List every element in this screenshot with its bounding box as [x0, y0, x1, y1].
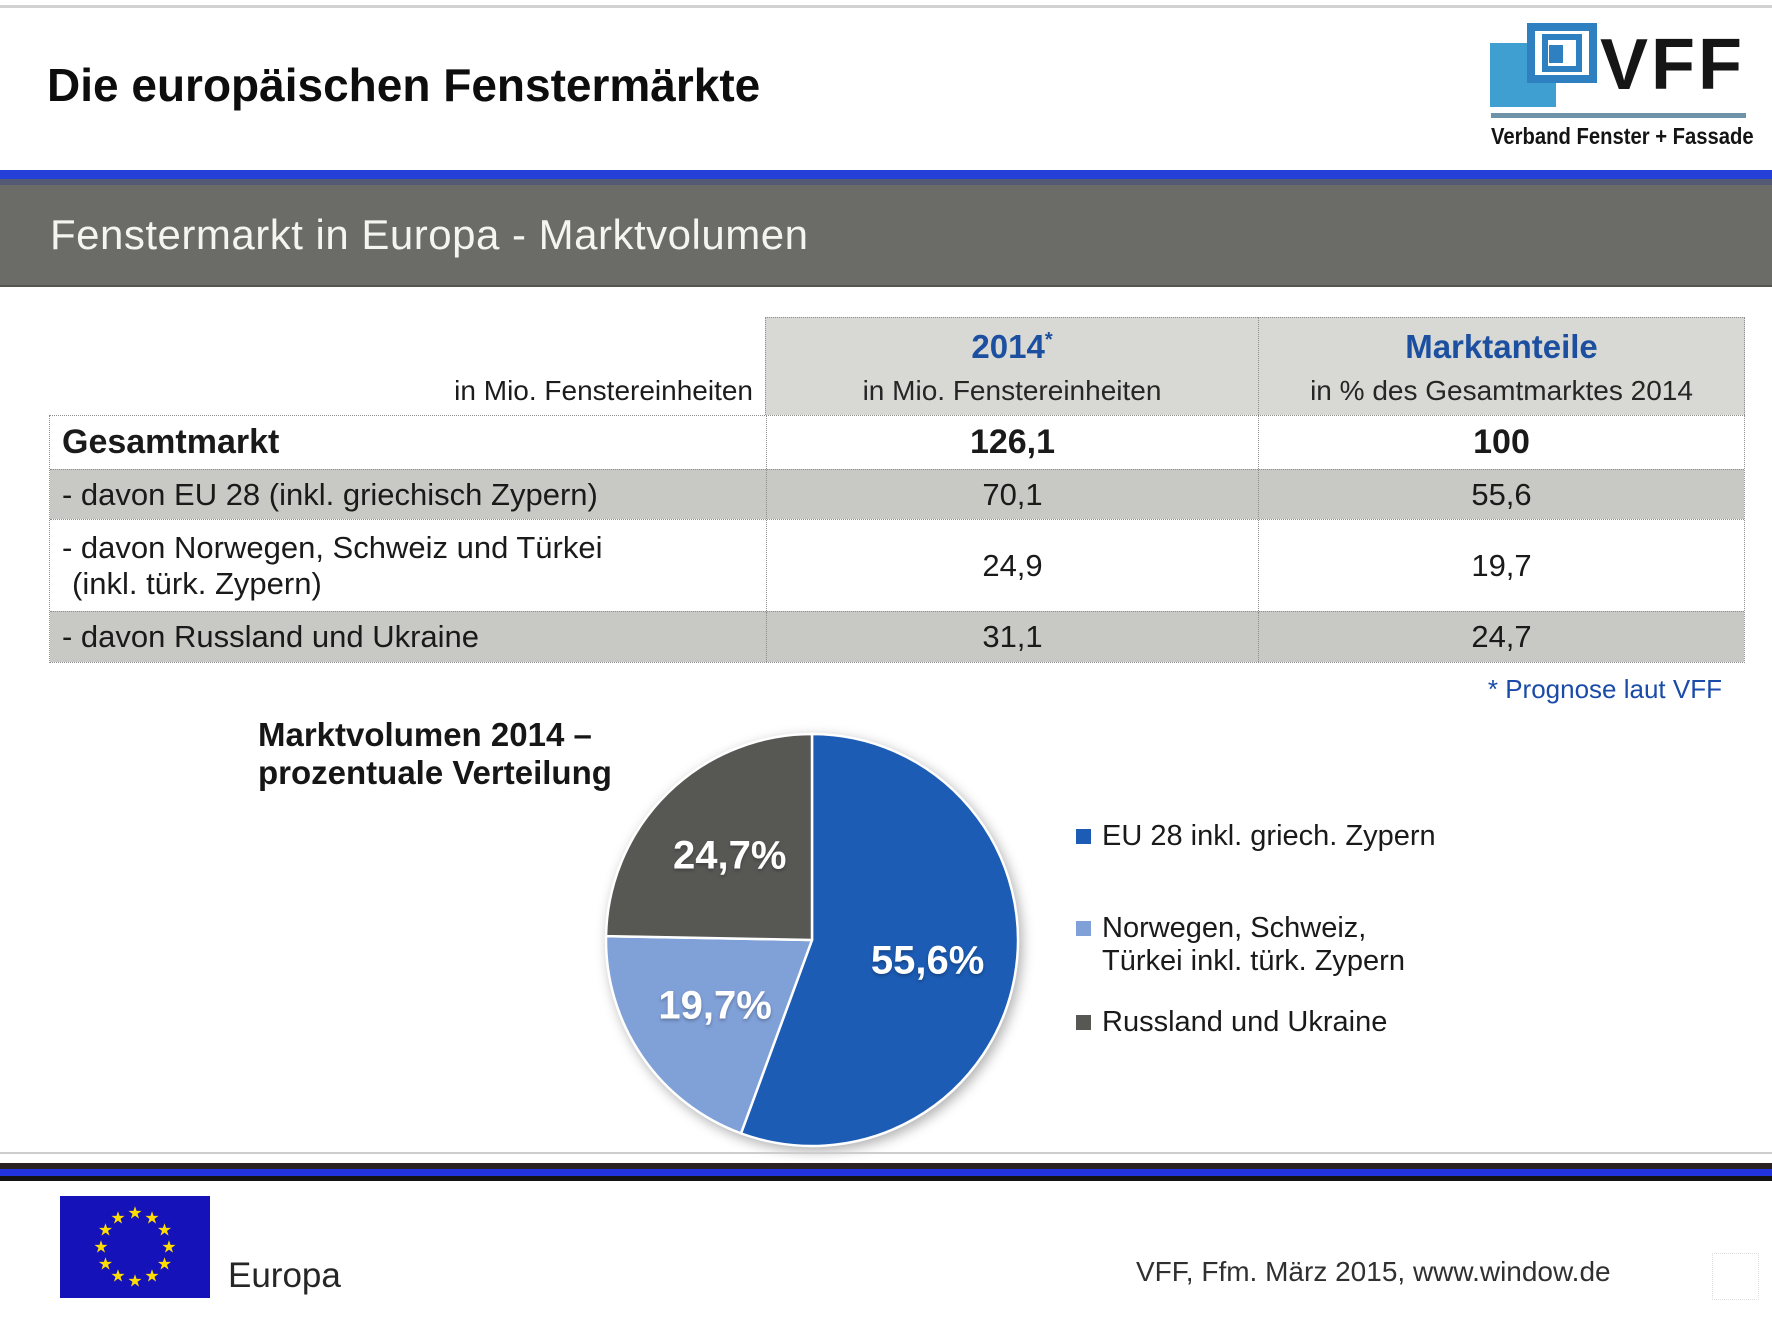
column-title-2014: 2014*	[766, 328, 1258, 366]
row-share: 19,7	[1258, 520, 1744, 611]
eu-flag: ★ ★ ★ ★ ★ ★ ★ ★ ★ ★ ★ ★	[60, 1196, 210, 1298]
row-value-2014: 24,9	[766, 520, 1258, 611]
vff-logo: VFF Verband Fenster + Fassade	[1488, 22, 1754, 154]
legend-item-russland-ukraine: Russland und Ukraine	[1076, 1006, 1387, 1039]
row-share: 100	[1258, 416, 1744, 469]
page-title: Die europäischen Fenstermärkte	[47, 59, 761, 111]
table-row-russland-ukraine: - davon Russland und Ukraine 31,1 24,7	[50, 611, 1744, 662]
legend-marker-icon	[1076, 921, 1091, 936]
eu-flag-star-icon: ★	[144, 1208, 160, 1228]
logo-window-square-outline-icon	[1527, 23, 1597, 83]
accent-rule	[0, 170, 1772, 179]
table-row-gesamtmarkt: Gesamtmarkt 126,1 100	[50, 416, 1744, 469]
pie-slice	[604, 732, 814, 942]
pie-chart: 55,6% 19,7% 24,7%	[602, 730, 1022, 1150]
legend-label: EU 28 inkl. griech. Zypern	[1102, 820, 1436, 852]
row-share: 24,7	[1258, 612, 1744, 662]
market-table: in Mio. Fenstereinheiten 2014* in Mio. F…	[49, 317, 1745, 663]
column-subtitle-2014: in Mio. Fenstereinheiten	[862, 375, 1162, 406]
row-label: - davon Norwegen, Schweiz und Türkei (in…	[50, 520, 766, 611]
pie-chart-svg	[604, 732, 1020, 1148]
column-title-2014-text: 2014	[971, 328, 1045, 365]
eu-flag-star-icon: ★	[127, 1271, 143, 1291]
row-label-line2: (inkl. türk. Zypern)	[72, 565, 322, 601]
row-label: Gesamtmarkt	[62, 423, 280, 461]
eu-flag-star-icon: ★	[110, 1266, 126, 1286]
chart-title-line2: prozentuale Verteilung	[258, 754, 612, 791]
eu-flag-star-icon: ★	[161, 1237, 177, 1257]
eu-flag-star-icon: ★	[93, 1237, 109, 1257]
table-column-header-2014: 2014* in Mio. Fenstereinheiten	[765, 317, 1258, 415]
row-label: - davon Russland und Ukraine	[62, 619, 480, 654]
pie-slice-label: 24,7%	[673, 833, 787, 878]
eu-flag-star-icon: ★	[156, 1254, 173, 1274]
row-value-2014: 126,1	[766, 416, 1258, 469]
chart-title-line1: Marktvolumen 2014 –	[258, 716, 592, 753]
pie-slice-label: 55,6%	[870, 938, 985, 983]
top-divider	[0, 5, 1772, 8]
table-body: Gesamtmarkt 126,1 100 - davon EU 28 (ink…	[49, 415, 1745, 663]
chart-title: Marktvolumen 2014 – prozentuale Verteilu…	[258, 716, 612, 792]
footer-source: VFF, Ffm. März 2015, www.window.de	[1136, 1256, 1611, 1287]
table-column-header-marktanteile: Marktanteile in % des Gesamtmarktes 2014	[1258, 317, 1745, 415]
eu-flag-star-icon: ★	[127, 1203, 143, 1223]
legend-item-eu28: EU 28 inkl. griech. Zypern	[1076, 820, 1436, 853]
section-banner-title: Fenstermarkt in Europa - Marktvolumen	[50, 211, 809, 258]
section-banner: Fenstermarkt in Europa - Marktvolumen	[0, 179, 1772, 287]
row-label-line1: - davon Norwegen, Schweiz und Türkei	[62, 529, 603, 565]
watermark-placeholder	[1712, 1253, 1759, 1300]
pie-slice-label: 19,7%	[658, 983, 772, 1028]
logo-window-pane-icon	[1549, 45, 1563, 63]
row-share: 55,6	[1258, 470, 1744, 519]
europa-label: Europa	[228, 1256, 341, 1295]
logo-acronym: VFF	[1600, 25, 1745, 105]
table-footnote: * Prognose laut VFF	[1487, 674, 1722, 704]
bottom-hairline	[0, 1152, 1772, 1154]
table-unit-label: in Mio. Fenstereinheiten	[454, 375, 753, 406]
table-row-norwegen-schweiz-tuerkei: - davon Norwegen, Schweiz und Türkei (in…	[50, 519, 1744, 611]
eu-flag-star-icon: ★	[144, 1266, 160, 1286]
eu-flag-star-icon: ★	[97, 1220, 114, 1240]
pie-labels: 55,6% 19,7% 24,7%	[602, 730, 1022, 1150]
legend-marker-icon	[1076, 1015, 1091, 1030]
logo-divider	[1491, 113, 1746, 118]
table-header-row: in Mio. Fenstereinheiten 2014* in Mio. F…	[49, 317, 1745, 415]
legend-marker-icon	[1076, 829, 1091, 844]
logo-subtitle: Verband Fenster + Fassade	[1491, 123, 1754, 149]
column-title-marktanteile: Marktanteile	[1405, 328, 1598, 365]
row-value-2014: 70,1	[766, 470, 1258, 519]
eu-flag-star-icon: ★	[110, 1208, 126, 1228]
footnote-asterisk: *	[1044, 329, 1053, 351]
legend-label: Russland und Ukraine	[1102, 1006, 1388, 1038]
legend-label: Norwegen, Schweiz, Türkei inkl. türk. Zy…	[1102, 912, 1405, 977]
bottom-bar	[0, 1163, 1772, 1181]
pie-slice	[739, 732, 1020, 1148]
row-value-2014: 31,1	[766, 612, 1258, 662]
pie-slice	[604, 934, 814, 1135]
table-row-eu28: - davon EU 28 (inkl. griechisch Zypern) …	[50, 469, 1744, 519]
column-subtitle-marktanteile: in % des Gesamtmarktes 2014	[1310, 375, 1693, 406]
eu-flag-star-icon: ★	[156, 1220, 173, 1240]
legend-item-norwegen-schweiz-tuerkei: Norwegen, Schweiz, Türkei inkl. türk. Zy…	[1076, 912, 1405, 978]
row-label: - davon EU 28 (inkl. griechisch Zypern)	[62, 476, 598, 512]
eu-flag-star-icon: ★	[97, 1254, 114, 1274]
